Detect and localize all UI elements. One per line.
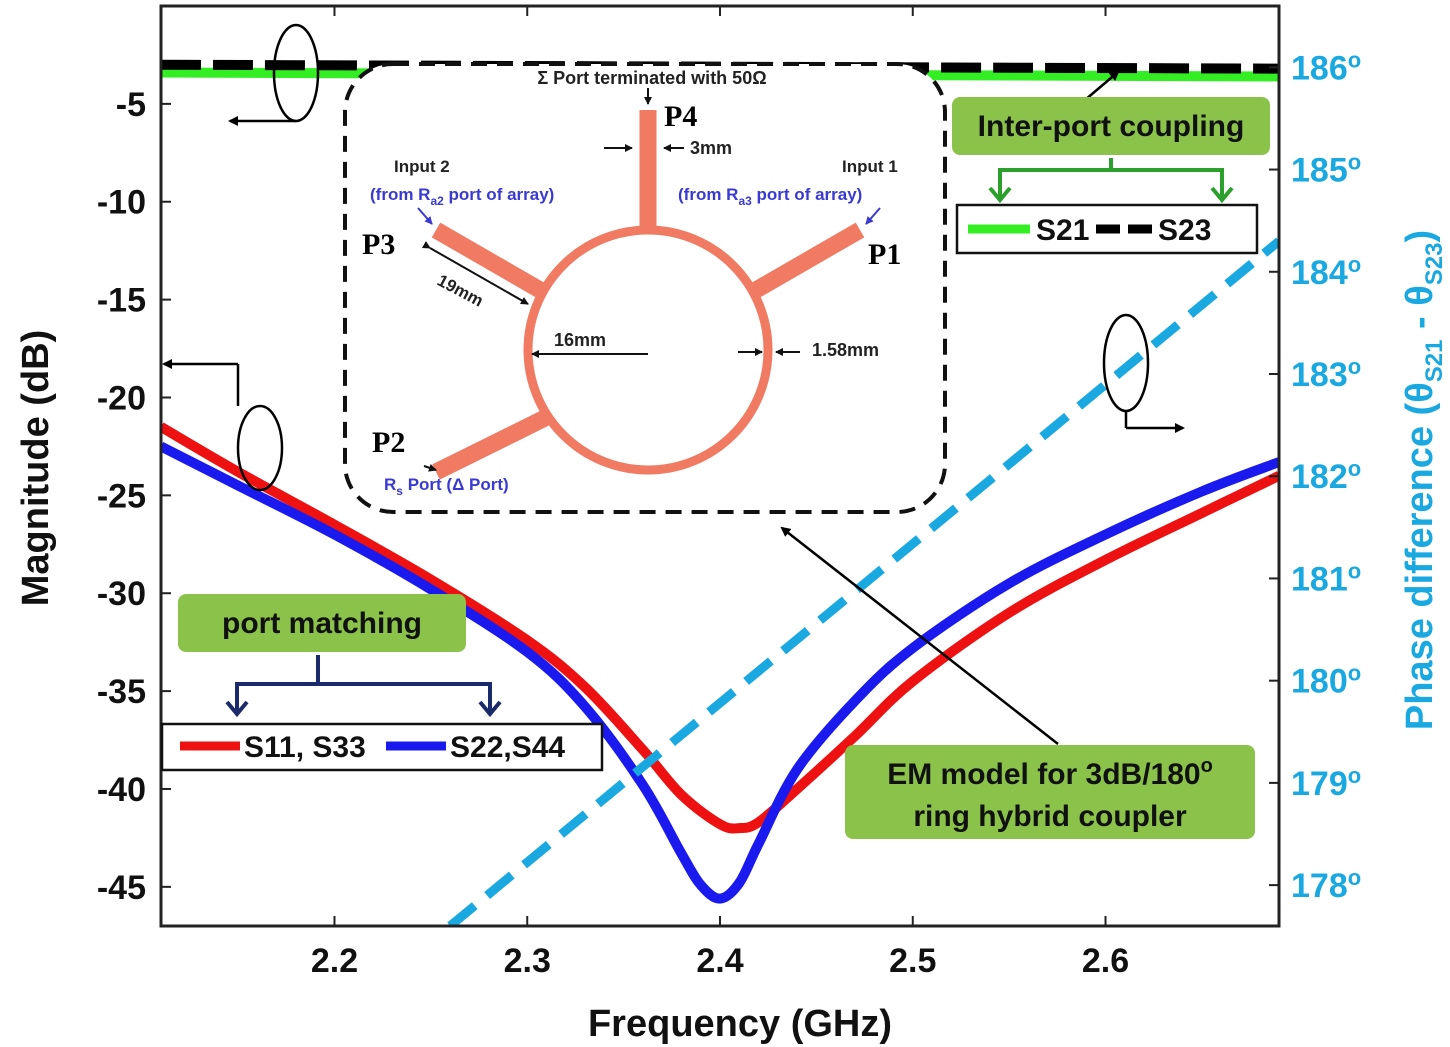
input2-arrow (417, 207, 433, 225)
input2-label: Input 2 (394, 157, 450, 176)
y2-axis-title: Phase difference (θS21 - θS23) (1399, 230, 1448, 730)
arrow-to-coupling (1084, 70, 1120, 101)
y-tick-label: -30 (97, 575, 146, 613)
y-tick-label: -10 (97, 184, 146, 222)
y-tick-label: -15 (97, 282, 146, 320)
x-tick-label: 2.2 (311, 942, 358, 980)
tick-layer: 2.2 2.3 2.4 2.5 2.6 -5 -10 -15 -20 -25 -30 -35 -40 -4… (97, 6, 1361, 980)
y-axis-title: Magnitude (dB) (15, 330, 57, 607)
input1-arrow (865, 207, 881, 225)
legend-s22-label: S22,S44 (450, 731, 565, 764)
input2-source-label: (from Ra2 port of array) (370, 185, 554, 208)
em-model-inset: Σ Port terminated with 50Ω P4 P3 P1 P2 3… (343, 62, 947, 514)
series-layer (161, 59, 1279, 926)
axis-indicators (162, 23, 1185, 492)
x-axis-title: Frequency (GHz) (588, 1003, 892, 1045)
y2-tick-label: 180o (1291, 661, 1361, 701)
p1-label: P1 (868, 238, 901, 271)
sigma-port-label: Σ Port terminated with 50Ω (537, 68, 766, 88)
inset-frame (343, 62, 947, 514)
em-model-line1: EM model for 3dB/180o (887, 755, 1213, 791)
diameter-16mm-label: 16mm (554, 330, 606, 350)
width-3mm-label: 3mm (690, 138, 732, 158)
y2-tick-label: 185o (1291, 150, 1361, 190)
y2-tick-label: 182o (1291, 456, 1361, 496)
matching-bracket (225, 655, 502, 718)
port-matching-text: port matching (222, 607, 422, 640)
coupling-bracket (988, 158, 1234, 204)
y-tick-label: -20 (97, 379, 146, 417)
port-matching-box (178, 594, 466, 652)
coupling-legend: S21 S23 (955, 203, 1259, 255)
y-tick-label: -45 (97, 869, 146, 907)
x-tick-label: 2.6 (1082, 942, 1129, 980)
p4-label: P4 (664, 100, 697, 133)
matching-legend: S11, S33 S22,S44 (160, 722, 604, 772)
y2-tick-label: 184o (1291, 252, 1361, 292)
y2-tick-label: 186o (1291, 47, 1361, 87)
series-line-s22-s44 (161, 441, 1279, 904)
input1-label: Input 1 (842, 157, 898, 176)
inter-port-coupling-text: Inter-port coupling (978, 110, 1245, 143)
input1-source-label: (from Ra3 port of array) (678, 185, 862, 208)
y-tick-label: -5 (116, 86, 146, 124)
legend-s21-label: S21 (1036, 214, 1089, 247)
y2-tick-label: 179o (1291, 763, 1361, 803)
em-model-box (845, 745, 1255, 839)
p2-label: P2 (372, 426, 405, 459)
x-tick-label: 2.5 (889, 942, 936, 980)
p3-label: P3 (362, 228, 395, 261)
series-line-phase-difference (447, 237, 1279, 926)
trace-width-label: 1.58mm (812, 340, 879, 360)
em-model-callout: EM model for 3dB/180o ring hybrid couple… (780, 526, 1255, 839)
series-line-s11-s33 (161, 422, 1279, 834)
y2-tick-label: 183o (1291, 354, 1361, 394)
arm-p2 (432, 410, 549, 480)
x-tick-label: 2.3 (504, 942, 551, 980)
y-tick-label: -35 (97, 673, 146, 711)
inter-port-coupling-box (952, 97, 1270, 155)
y-tick-label: -40 (97, 771, 146, 809)
p2-arrow (423, 463, 437, 472)
arm-p1 (751, 222, 865, 298)
y-tick-label: -25 (97, 477, 146, 515)
em-model-arrow (780, 526, 1059, 745)
inter-port-coupling-callout: Inter-port coupling (952, 97, 1270, 204)
x-tick-label: 2.4 (696, 942, 743, 980)
length-19mm-arrow (421, 241, 529, 305)
legend-s23-label: S23 (1158, 214, 1211, 247)
p2-port-label: Rs Port (Δ Port) (384, 475, 509, 498)
port-matching-callout: port matching (178, 594, 502, 718)
legend-s11-label: S11, S33 (244, 731, 366, 764)
y2-tick-label: 181o (1291, 558, 1361, 598)
em-model-line2: ring hybrid coupler (913, 800, 1187, 833)
ellipse-mid-left (236, 404, 284, 492)
y2-tick-label: 178o (1291, 865, 1361, 905)
